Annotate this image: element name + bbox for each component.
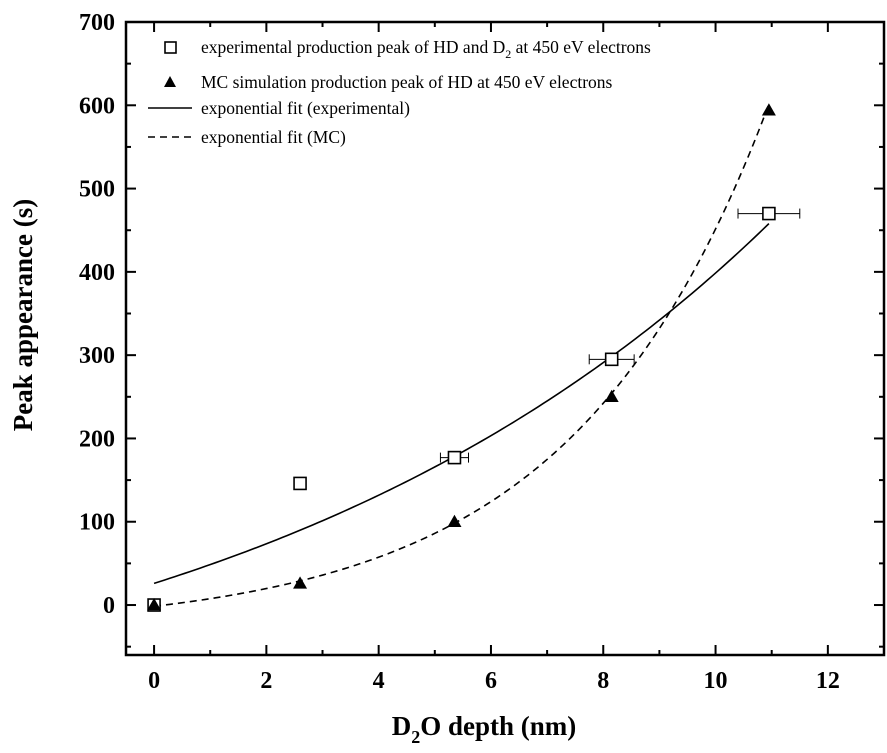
mc-point <box>761 103 776 116</box>
y-tick-label: 0 <box>103 593 115 619</box>
y-tick-label: 100 <box>79 510 115 536</box>
x-tick-label: 6 <box>485 668 497 694</box>
x-axis-title: D2O depth (nm) <box>392 711 577 747</box>
y-tick-label: 600 <box>79 93 115 119</box>
legend-label-pre: exponential fit (experimental) <box>201 98 410 118</box>
legend-square-marker <box>164 41 177 54</box>
fit-curves <box>153 103 770 608</box>
legend-label-pre: experimental production peak of HD and D <box>201 37 505 57</box>
y-tick-label: 700 <box>79 10 115 36</box>
legend: experimental production peak of HD and D… <box>148 37 651 147</box>
mc-point <box>293 576 308 589</box>
legend-label: exponential fit (experimental) <box>201 98 410 118</box>
x-tick-label: 10 <box>704 668 728 694</box>
legend-label-pre: exponential fit (MC) <box>201 127 346 147</box>
y-tick-label: 500 <box>79 177 115 203</box>
x-tick-label: 12 <box>816 668 840 694</box>
plot-frame <box>124 20 886 657</box>
y-axis-title: Peak appearance (s) <box>8 199 38 431</box>
legend-triangle-marker <box>164 76 176 87</box>
x-tick-label: 2 <box>260 668 272 694</box>
x-tick-label: 4 <box>373 668 385 694</box>
legend-label-pre: MC simulation production peak of HD at 4… <box>201 72 613 92</box>
plot-border <box>124 20 886 657</box>
x-axis-title-pre: D <box>392 711 412 741</box>
legend-label: exponential fit (MC) <box>201 127 346 147</box>
fit-curve-mc <box>153 103 770 608</box>
x-axis-title-post: O depth (nm) <box>420 711 576 741</box>
mc-point <box>604 389 619 403</box>
x-tick-label: 0 <box>148 668 160 694</box>
experimental-point <box>447 450 462 465</box>
y-tick-label: 300 <box>79 343 115 369</box>
axes: 0 2 4 6 8 10 12 0 100 200 300 400 500 600 700 <box>79 10 884 694</box>
legend-label: MC simulation production peak of HD at 4… <box>201 72 613 92</box>
experimental-point <box>293 476 307 491</box>
experimental-point <box>762 206 776 221</box>
y-tick-label: 400 <box>79 260 115 286</box>
x-axis-title-sub: 2 <box>411 727 420 747</box>
data-markers <box>147 103 801 612</box>
legend-label-post: at 450 eV electrons <box>511 37 651 57</box>
fit-curve-experimental <box>153 223 770 585</box>
mc-point <box>147 598 162 611</box>
experimental-point <box>604 352 619 367</box>
axis-titles: Peak appearance (s) D2O depth (nm) <box>8 199 576 747</box>
y-tick-label: 200 <box>79 426 115 452</box>
legend-label-sub: 2 <box>505 47 511 61</box>
x-tick-label: 8 <box>597 668 609 694</box>
legend-label: experimental production peak of HD and D… <box>201 37 651 61</box>
mc-point <box>447 514 462 527</box>
